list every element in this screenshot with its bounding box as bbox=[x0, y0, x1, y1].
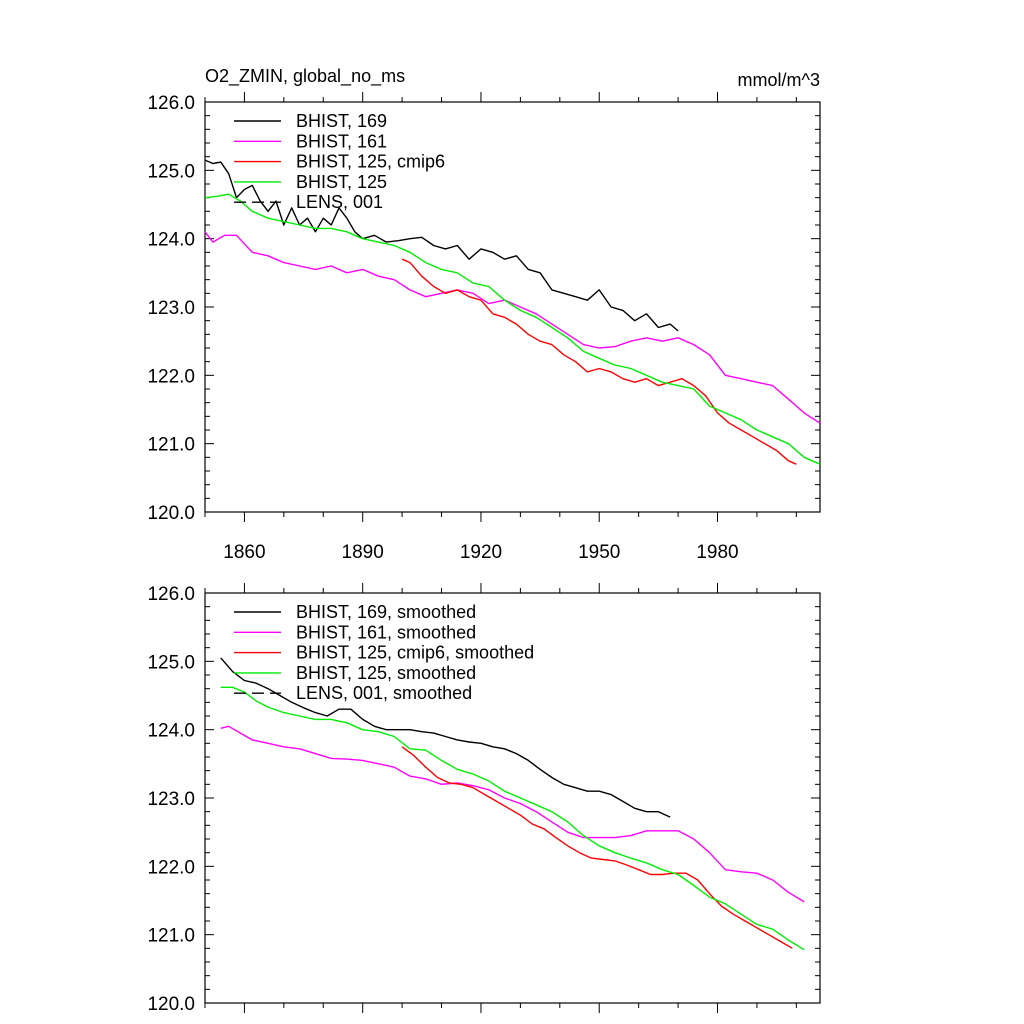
x-tick-label: 1980 bbox=[696, 542, 738, 563]
y-tick-label: 123.0 bbox=[147, 789, 195, 810]
legend-label: LENS, 001 bbox=[296, 192, 383, 212]
x-tick-label: 1920 bbox=[460, 542, 502, 563]
y-tick-label: 125.0 bbox=[147, 161, 195, 182]
y-tick-label: 122.0 bbox=[147, 366, 195, 387]
legend-label: BHIST, 125, cmip6 bbox=[296, 152, 445, 172]
legend-label: BHIST, 125, smoothed bbox=[296, 663, 476, 683]
series-line bbox=[204, 193, 821, 465]
series-line bbox=[401, 258, 797, 465]
series-line bbox=[220, 686, 805, 951]
y-tick-label: 121.0 bbox=[147, 435, 195, 456]
y-tick-label: 126.0 bbox=[147, 584, 195, 605]
legend-label: BHIST, 161 bbox=[296, 131, 387, 151]
legend-label: BHIST, 125 bbox=[296, 172, 387, 192]
y-tick-label: 124.0 bbox=[147, 230, 195, 251]
y-tick-label: 126.0 bbox=[147, 93, 195, 114]
top-panel: 120.0 121.0 122.0 123.0 124.0 125.0 126.0 1860 1… bbox=[147, 92, 821, 563]
series-line bbox=[220, 657, 671, 818]
series-line bbox=[204, 231, 821, 424]
y-tick-label: 120.0 bbox=[147, 994, 195, 1015]
legend-label: LENS, 001, smoothed bbox=[296, 683, 472, 703]
x-tick-label: 1890 bbox=[342, 542, 384, 563]
x-tick-label: 1950 bbox=[578, 542, 620, 563]
bottom-panel: 120.0 121.0 122.0 123.0 124.0 125.0 126.0 BHIST… bbox=[147, 583, 821, 1015]
y-tick-label: 123.0 bbox=[147, 298, 195, 319]
series-line bbox=[220, 725, 805, 903]
legend-label: BHIST, 161, smoothed bbox=[296, 622, 476, 642]
y-tick-label: 122.0 bbox=[147, 857, 195, 878]
chart-title-left: O2_ZMIN, global_no_ms bbox=[205, 66, 405, 87]
legend-label: BHIST, 125, cmip6, smoothed bbox=[296, 643, 534, 663]
y-tick-label: 121.0 bbox=[147, 926, 195, 947]
y-tick-label: 125.0 bbox=[147, 652, 195, 673]
chart-units: mmol/m^3 bbox=[738, 70, 820, 90]
y-tick-label: 124.0 bbox=[147, 721, 195, 742]
legend-label: BHIST, 169 bbox=[296, 111, 387, 131]
x-tick-label: 1860 bbox=[223, 542, 265, 563]
legend-label: BHIST, 169, smoothed bbox=[296, 602, 476, 622]
series-line bbox=[401, 746, 793, 949]
series-line bbox=[204, 159, 679, 332]
y-tick-label: 120.0 bbox=[147, 503, 195, 524]
